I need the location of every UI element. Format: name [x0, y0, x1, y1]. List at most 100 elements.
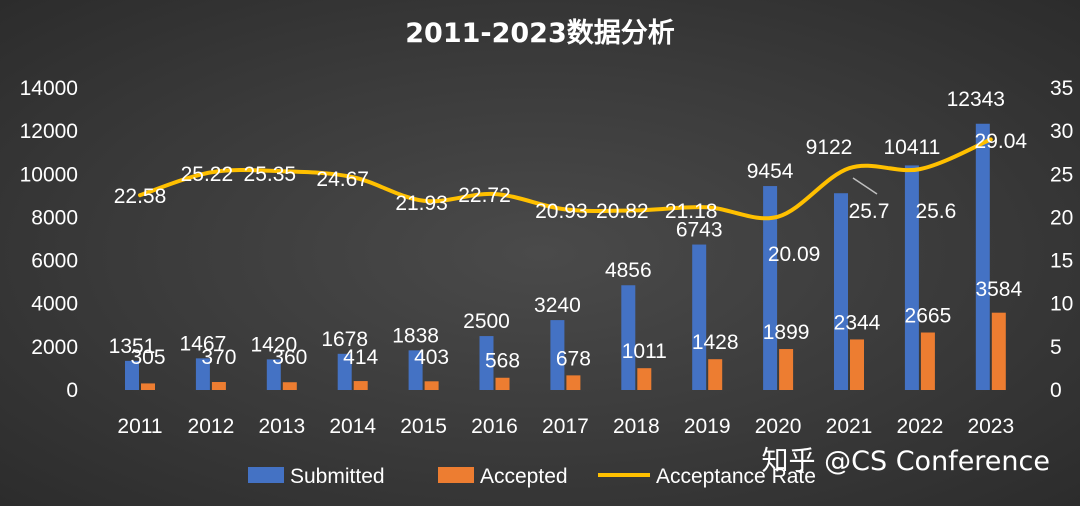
x-axis: 2011 2012 2013 2014 2015 2016 2017 2018 2019 2020…	[117, 415, 1014, 438]
accepted-value-label: 678	[556, 347, 591, 370]
x-tick-label: 2019	[684, 415, 731, 438]
right-tick-label: 20	[1050, 206, 1073, 229]
x-tick-label: 2021	[826, 415, 873, 438]
accepted-bar	[920, 332, 935, 390]
bars-layer	[125, 123, 1006, 390]
x-tick-label: 2017	[542, 415, 589, 438]
left-tick-label: 10000	[20, 163, 78, 186]
legend-label: Acceptance Rate	[656, 465, 816, 488]
submitted-value-label: 10411	[883, 136, 940, 159]
x-tick-label: 2023	[967, 415, 1014, 438]
submitted-bar	[975, 123, 990, 390]
accepted-value-label: 1899	[763, 321, 810, 344]
left-axis: 0 2000 4000 6000 8000 10000 12000 14000	[20, 77, 78, 402]
watermark-text: 知乎 @CS Conference	[762, 446, 1050, 477]
legend-label: Submitted	[290, 465, 385, 488]
submitted-value-label: 1467	[180, 332, 227, 355]
accepted-value-label: 403	[414, 346, 449, 369]
left-tick-label: 14000	[20, 77, 78, 100]
accepted-value-label: 1428	[692, 331, 739, 354]
right-tick-label: 30	[1050, 120, 1073, 143]
left-tick-label: 2000	[31, 336, 78, 359]
submitted-bar	[904, 165, 919, 390]
rate-value-label: 29.04	[975, 130, 1028, 153]
rate-value-label: 20.82	[596, 200, 649, 223]
rate-label-leader-line	[852, 177, 878, 195]
x-tick-label: 2014	[329, 415, 376, 438]
submitted-bar	[621, 285, 636, 390]
submitted-value-label: 3240	[534, 294, 581, 317]
left-tick-label: 8000	[31, 206, 78, 229]
accepted-bar	[141, 383, 155, 390]
legend-swatch	[438, 467, 474, 483]
legend-swatch	[248, 467, 284, 483]
submitted-bar	[266, 359, 281, 390]
rate-value-label: 24.67	[316, 168, 369, 191]
submitted-bar	[550, 320, 565, 390]
legend-label: Accepted	[480, 465, 568, 488]
submitted-value-label: 2500	[463, 310, 510, 333]
accepted-bar	[991, 312, 1006, 390]
submitted-bar	[834, 193, 848, 390]
submitted-value-label: 1420	[250, 333, 297, 356]
submitted-bar	[763, 186, 778, 390]
left-tick-label: 12000	[20, 120, 78, 143]
submitted-bar	[125, 360, 139, 390]
acceptance-rate-line	[138, 137, 993, 221]
x-tick-label: 2020	[755, 415, 802, 438]
rate-value-label: 21.18	[665, 200, 718, 223]
rate-value-label: 25.7	[849, 200, 890, 223]
x-tick-label: 2022	[897, 415, 944, 438]
accepted-bar	[211, 382, 226, 390]
accepted-bar	[566, 375, 581, 390]
accepted-bar	[495, 377, 510, 390]
accepted-value-label: 1011	[622, 340, 667, 363]
rate-line-layer	[138, 137, 993, 221]
rate-value-label: 20.93	[535, 200, 588, 223]
submitted-bar	[195, 358, 210, 390]
data-labels-layer: 1351 1467 1420 1678 1838 2500 3240 4856 6743 9454…	[109, 88, 1028, 373]
legend: Submitted Accepted Acceptance Rate	[248, 465, 816, 488]
right-tick-label: 25	[1050, 163, 1073, 186]
accepted-value-label: 305	[130, 346, 165, 369]
accepted-bar	[779, 349, 794, 390]
accepted-bar	[850, 339, 864, 390]
submitted-bar	[337, 353, 352, 390]
submitted-bar	[479, 336, 494, 390]
accepted-value-label: 370	[201, 346, 236, 369]
x-tick-label: 2013	[258, 415, 305, 438]
left-tick-label: 6000	[31, 250, 78, 273]
right-tick-label: 35	[1050, 77, 1073, 100]
accepted-bar	[282, 382, 297, 390]
accepted-bar	[424, 381, 439, 390]
submitted-value-label: 1351	[109, 335, 156, 358]
accepted-value-label: 568	[485, 350, 520, 373]
submitted-bar	[408, 350, 423, 390]
right-axis: 0 5 10 15 20 25 30 35	[1050, 77, 1073, 402]
submitted-bar	[692, 244, 707, 390]
x-tick-label: 2018	[613, 415, 660, 438]
submitted-value-label: 1678	[321, 328, 368, 351]
accepted-value-label: 3584	[975, 278, 1022, 301]
right-tick-label: 10	[1050, 293, 1073, 316]
accepted-value-label: 2665	[905, 305, 952, 328]
rate-value-label: 22.72	[458, 184, 511, 207]
right-tick-label: 5	[1050, 336, 1062, 359]
accepted-bar	[708, 359, 723, 390]
x-tick-label: 2015	[400, 415, 447, 438]
left-tick-label: 4000	[31, 293, 78, 316]
accepted-value-label: 360	[272, 346, 307, 369]
submitted-value-label: 9122	[806, 136, 853, 159]
submitted-value-label: 12343	[947, 88, 1005, 111]
chart-title: 2011-2023数据分析	[405, 18, 675, 49]
accepted-value-label: 2344	[834, 311, 881, 334]
submitted-value-label: 1838	[392, 324, 439, 347]
x-tick-label: 2012	[188, 415, 235, 438]
submitted-value-label: 4856	[605, 259, 652, 282]
accepted-value-label: 414	[343, 346, 378, 369]
right-tick-label: 15	[1050, 250, 1073, 273]
right-tick-label: 0	[1050, 379, 1062, 402]
rate-value-label: 22.58	[114, 185, 167, 208]
submitted-value-label: 9454	[747, 160, 794, 183]
